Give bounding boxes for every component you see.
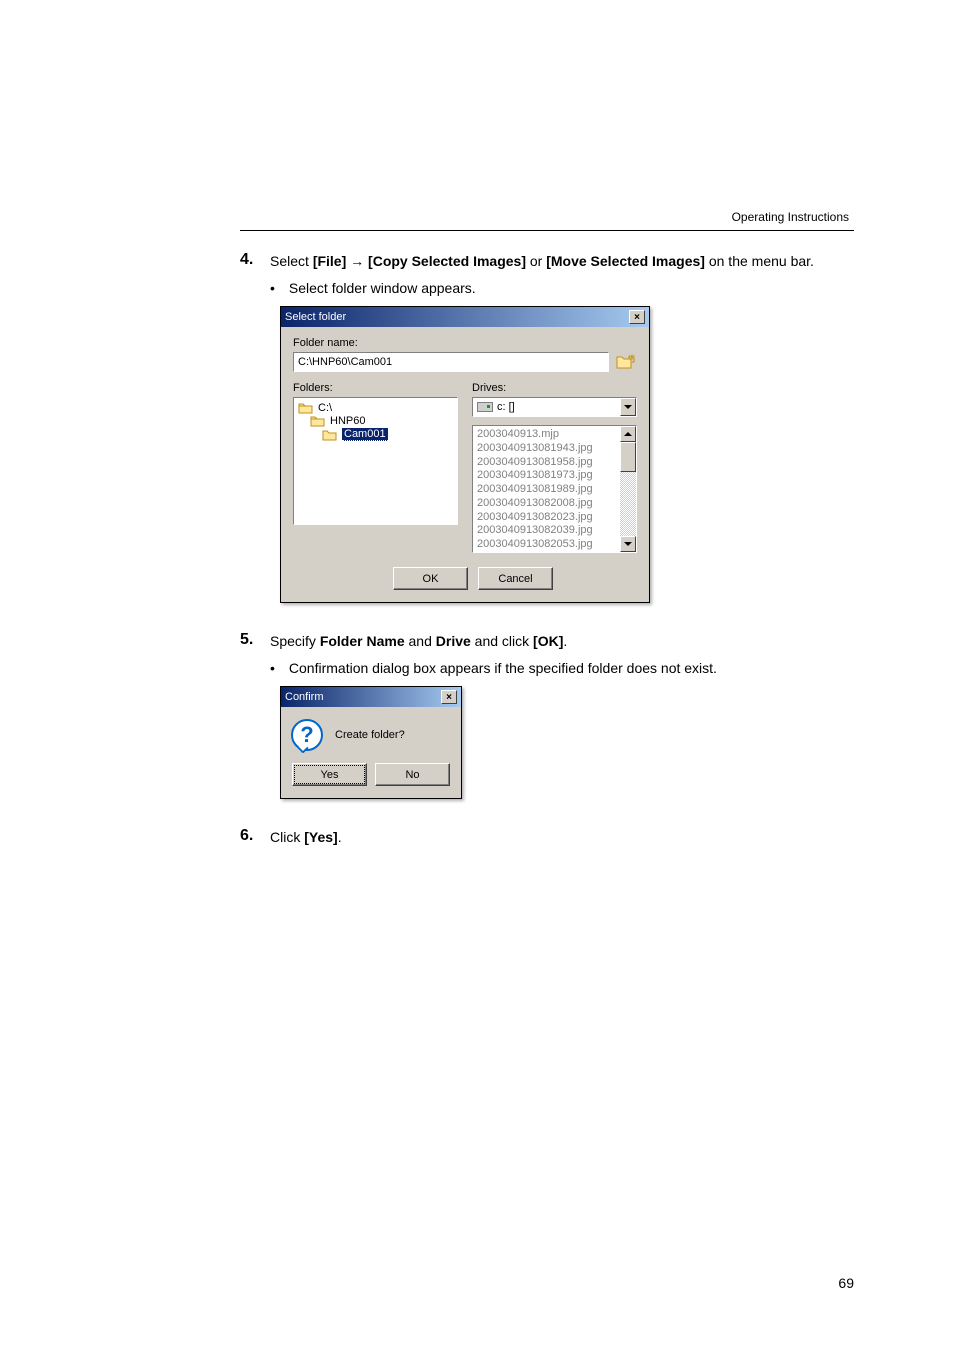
list-item: 2003040913081943.jpg xyxy=(477,442,616,456)
page-header: Operating Instructions xyxy=(240,210,854,231)
scroll-up-icon[interactable] xyxy=(620,426,636,442)
drives-label: Drives: xyxy=(472,382,637,394)
dialog-title: Select folder xyxy=(285,311,346,323)
folders-label: Folders: xyxy=(293,382,458,394)
drive-icon xyxy=(477,402,493,412)
list-item: 2003040913082008.jpg xyxy=(477,497,616,511)
step-5: 5. Specify Folder Name and Drive and cli… xyxy=(240,631,854,652)
step-number: 5. xyxy=(240,631,260,649)
list-item: 2003040913082039.jpg xyxy=(477,524,616,538)
drive-select[interactable]: c: [] xyxy=(472,397,637,417)
ok-button[interactable]: OK xyxy=(393,567,468,590)
no-button[interactable]: No xyxy=(375,763,450,786)
page-number: 69 xyxy=(838,1275,854,1291)
scrollbar[interactable] xyxy=(620,426,636,552)
list-item: 2003040913081973.jpg xyxy=(477,469,616,483)
list-item: 2003040913.mjp xyxy=(477,428,616,442)
dialog-titlebar: Select folder × xyxy=(281,307,649,327)
close-icon[interactable]: × xyxy=(441,690,457,704)
cancel-button[interactable]: Cancel xyxy=(478,567,553,590)
tree-item-cam001[interactable]: Cam001 xyxy=(298,428,453,441)
confirm-message: Create folder? xyxy=(335,729,405,741)
confirm-dialog: Confirm × ? Create folder? Yes No xyxy=(280,686,462,799)
scroll-down-icon[interactable] xyxy=(620,536,636,552)
list-item: 2003040913081989.jpg xyxy=(477,483,616,497)
question-icon: ? xyxy=(291,719,323,751)
step-4-bullet: • Select folder window appears. xyxy=(270,280,854,296)
tree-item-hnp60[interactable]: HNP60 xyxy=(298,415,453,427)
header-divider xyxy=(240,230,854,231)
step-text: Select [File] → [Copy Selected Images] o… xyxy=(270,251,814,272)
step-text: Specify Folder Name and Drive and click … xyxy=(270,631,567,652)
folder-name-label: Folder name: xyxy=(293,337,637,349)
tree-item-root[interactable]: C:\ xyxy=(298,402,453,414)
dialog-titlebar: Confirm × xyxy=(281,687,461,707)
new-folder-icon[interactable] xyxy=(615,352,637,372)
scroll-track[interactable] xyxy=(620,472,636,536)
select-folder-dialog: Select folder × Folder name: xyxy=(280,306,650,603)
close-icon[interactable]: × xyxy=(629,310,645,324)
step-5-bullet: • Confirmation dialog box appears if the… xyxy=(270,660,854,676)
list-item: 2003040913082023.jpg xyxy=(477,511,616,525)
file-list[interactable]: 2003040913.mjp 2003040913081943.jpg 2003… xyxy=(472,425,637,553)
step-6: 6. Click [Yes]. xyxy=(240,827,854,848)
scroll-thumb[interactable] xyxy=(620,442,636,472)
step-4: 4. Select [File] → [Copy Selected Images… xyxy=(240,251,854,272)
step-number: 4. xyxy=(240,251,260,269)
chevron-down-icon[interactable] xyxy=(620,398,636,416)
list-item: 2003040913082053.jpg xyxy=(477,538,616,552)
folder-name-input[interactable] xyxy=(293,352,609,372)
list-item: 2003040913081958.jpg xyxy=(477,456,616,470)
step-text: Click [Yes]. xyxy=(270,827,342,848)
step-number: 6. xyxy=(240,827,260,845)
dialog-title: Confirm xyxy=(285,691,324,703)
yes-button[interactable]: Yes xyxy=(292,763,367,786)
header-label: Operating Instructions xyxy=(240,210,854,230)
folder-tree[interactable]: C:\ HNP60 Cam001 xyxy=(293,397,458,525)
